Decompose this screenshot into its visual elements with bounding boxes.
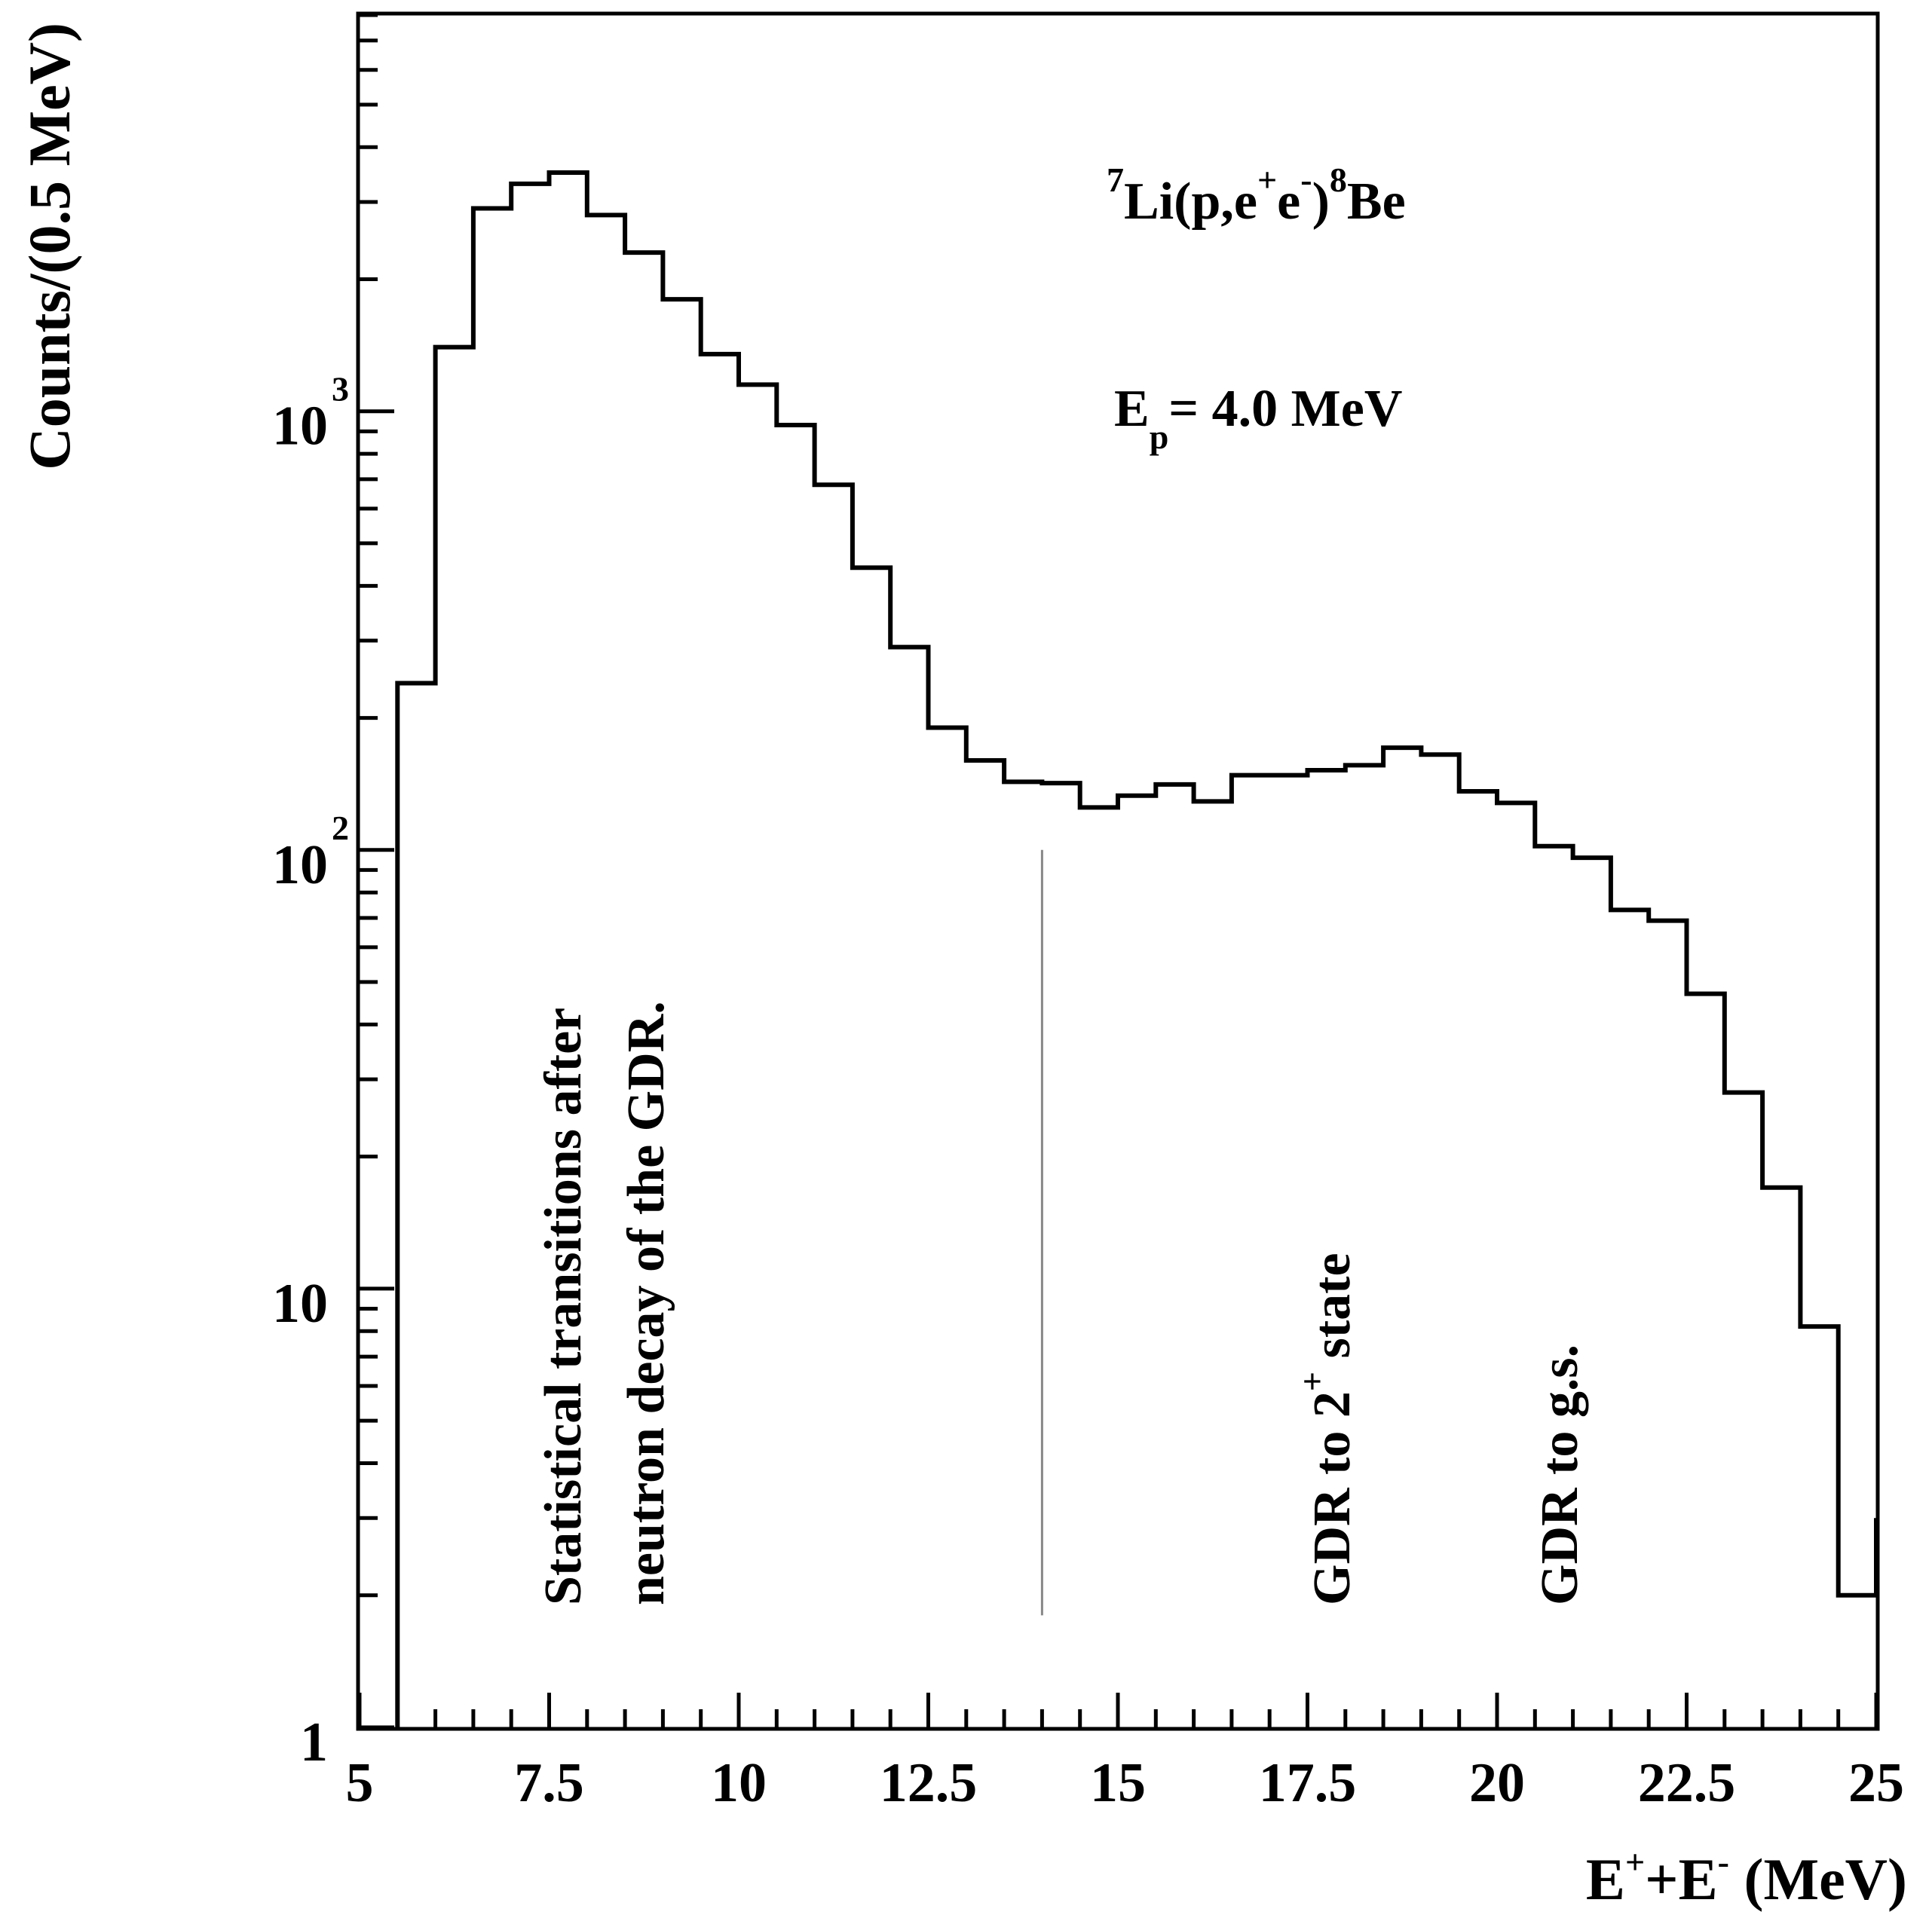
- histogram-series: [395, 170, 1878, 1727]
- reaction-label: 7Li(p,e+e-)8Be: [1107, 161, 1406, 231]
- x-axis-title: E++E- (MeV): [1586, 1843, 1907, 1912]
- gdr-gs-annotation: GDR to g.s.: [1531, 1344, 1589, 1605]
- energy-label: Ep= 4.0 MeV: [1114, 380, 1402, 456]
- statistical-annotation-line2: neutron decay of the GDR.: [617, 1001, 675, 1605]
- y-tick-exponent: 3: [332, 370, 349, 408]
- x-tick-label: 7.5: [514, 1752, 584, 1814]
- x-tick-label: 15: [1090, 1752, 1146, 1814]
- gdr-2plus-annotation: GDR to 2+ state: [1293, 1253, 1361, 1605]
- y-tick-label: 10: [272, 834, 328, 896]
- major-ticks: [357, 409, 1878, 1730]
- y-axis-title: Counts/(0.5 MeV): [17, 23, 82, 470]
- x-tick-label: 5: [346, 1752, 374, 1814]
- x-tick-label: 25: [1848, 1752, 1904, 1814]
- y-tick-label: 10: [272, 1273, 328, 1335]
- x-tick-label: 10: [711, 1752, 767, 1814]
- statistical-annotation-line1: Statistical transitions after: [534, 1008, 592, 1605]
- x-tick-label: 17.5: [1259, 1752, 1357, 1814]
- x-tick-label: 12.5: [880, 1752, 978, 1814]
- x-tick-labels: 5 7.5 10 12.5 15 17.5 20 22.5 25: [346, 1752, 1905, 1814]
- y-tick-label: 10: [272, 396, 328, 457]
- y-tick-label: 1: [300, 1712, 328, 1773]
- x-tick-label: 22.5: [1638, 1752, 1736, 1814]
- y-tick-exponent: 2: [332, 809, 349, 847]
- x-tick-label: 20: [1469, 1752, 1525, 1814]
- minor-ticks: [360, 13, 1841, 1727]
- plot-frame: [356, 11, 1880, 1731]
